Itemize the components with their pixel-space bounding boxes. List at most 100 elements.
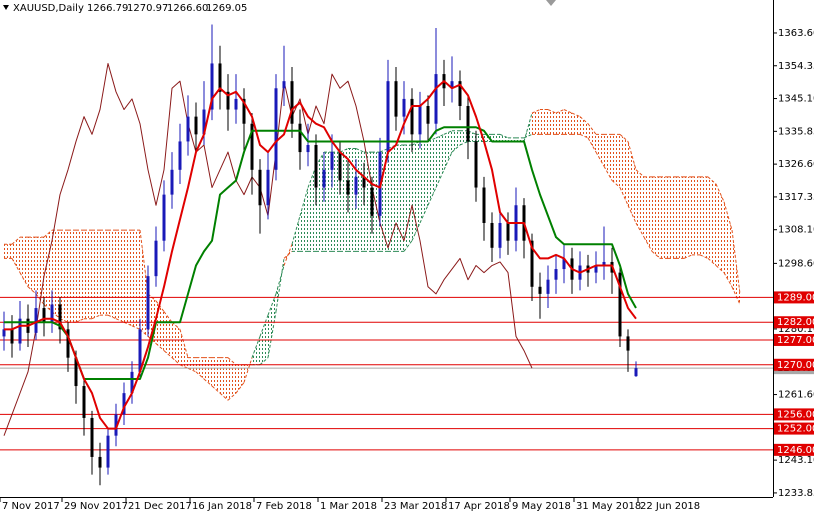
senkou-b-segment [43,229,53,238]
senkou-b-segment [547,109,557,114]
cloud-segment [588,123,596,153]
x-tick-label: 31 May 2018 [576,501,641,512]
candle-body [82,386,86,418]
cloud-segment [68,230,76,323]
senkou-b-segment [435,169,445,188]
senkou-a-segment [699,254,709,259]
candle-body [122,393,126,415]
senkou-a-segment [155,343,165,351]
candle-body [258,169,262,206]
cloud-segment [20,237,28,287]
senkou-a-segment [731,286,741,305]
cloud-segment [36,237,44,305]
candle-body [242,98,246,124]
candle-body [466,105,470,142]
senkou-a-segment [219,392,229,401]
senkou-a-segment [35,293,45,305]
y-tick-label: 1308.10 [778,225,814,236]
senkou-a-segment [195,371,205,380]
senkou-a-segment [643,236,653,252]
senkou-a-segment [107,314,117,320]
senkou-b-segment [635,169,645,178]
senkou-b-segment [459,140,469,146]
senkou-a-segment [339,148,349,153]
cloud-segment [468,130,476,142]
open-price: 1266.79 [87,3,128,14]
senkou-a-segment [499,133,509,139]
cloud-segment [460,130,468,145]
senkou-a-segment [611,180,621,188]
cloud-segment [540,109,548,135]
candle-body [306,144,310,153]
y-tick-label: 1335.85 [778,126,814,137]
cloud-segment [4,244,12,259]
level-label: 1252.00 [777,424,814,435]
senkou-a-segment [235,382,245,394]
cloud-segment [300,187,308,252]
x-tick-label: 29 Nov 2017 [64,501,128,512]
cloud-segment [580,116,588,138]
senkou-a-segment [43,304,53,312]
level-box [774,408,814,421]
senkou-a-segment [523,133,533,139]
senkou-b-segment [715,183,725,202]
senkou-b-segment [443,151,453,171]
candle-body [234,98,238,110]
x-tick-label: 1 Mar 2018 [320,501,377,512]
cloud-segment [388,144,396,252]
cloud-segment [124,230,132,326]
candle-body [290,81,294,124]
senkou-b-segment [555,109,565,114]
senkou-a-segment [651,250,661,259]
cloud-segment [556,109,564,135]
cloud-segment [236,364,244,394]
cloud-segment [324,152,332,252]
senkou-a-segment [259,314,269,337]
senkou-b-segment [587,123,597,135]
cloud-segment [612,134,620,188]
senkou-a-segment [19,272,29,288]
cloud-segment [708,176,716,266]
candle-body [194,116,198,135]
senkou-a-segment [91,314,101,320]
y-tick-label: 1233.85 [778,488,814,499]
candle-body [266,169,270,206]
senkou-b-segment [259,357,269,366]
candle-body [98,456,102,468]
senkou-a-segment [251,336,261,358]
shift-marker[interactable] [546,0,556,6]
senkou-b-segment [411,222,421,241]
candle-body [314,144,318,188]
candle-body [18,318,22,344]
candle-body [90,417,94,457]
candle-body [482,187,486,223]
cloud-segment [132,230,140,330]
cloud-segment [12,237,20,273]
cloud-segment [116,230,124,323]
candle-body [370,187,374,216]
senkou-a-segment [707,258,717,266]
candle-body [154,240,158,277]
cloud-segment [532,109,540,135]
cloud-segment [28,237,36,294]
cloud-segment [308,166,316,252]
cloud-segment [444,130,452,170]
y-tick-label: 1280.10 [778,324,814,335]
level-box [774,358,814,371]
y-tick-label: 1326.60 [778,159,814,170]
cloud-segment [396,144,404,252]
candle-body [42,308,46,323]
x-tick-label: 22 Jun 2018 [640,501,700,512]
candle-body [538,286,542,294]
candle-body [114,414,118,436]
menu-triangle[interactable] [3,5,9,10]
cloud-segment [180,329,188,369]
candle-body [450,81,454,89]
price-axis-bg [773,0,814,514]
cloud-segment [76,230,84,323]
cloud-segment [140,230,148,337]
y-tick-label: 1261.60 [778,390,814,401]
candle-body [274,88,278,170]
candle-body [354,176,358,195]
cloud-segment [716,183,724,273]
